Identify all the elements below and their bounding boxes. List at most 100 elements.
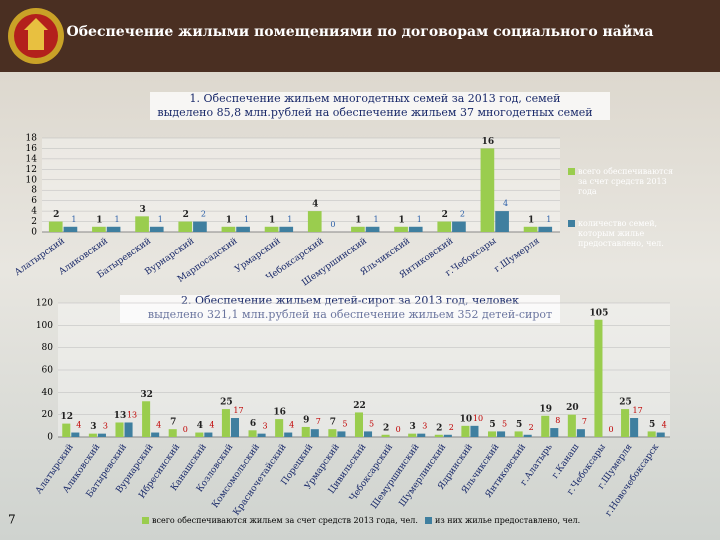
bar xyxy=(417,433,426,437)
legend-swatch xyxy=(568,220,575,227)
data-label: 105 xyxy=(590,308,609,318)
data-label: 1 xyxy=(269,215,275,225)
data-label: 13 xyxy=(114,411,127,421)
data-label: 3 xyxy=(139,205,145,215)
data-label: 3 xyxy=(90,422,96,432)
data-label: 22 xyxy=(353,401,366,411)
data-label: 1 xyxy=(417,215,422,224)
bar xyxy=(48,221,63,232)
bar xyxy=(364,431,373,437)
bar xyxy=(193,221,207,232)
data-label: 0 xyxy=(396,425,401,434)
chart-title: 2. Обеспечение жильем детей-сирот за 201… xyxy=(181,294,519,307)
y-tick-label: 40 xyxy=(42,388,54,398)
data-label: 17 xyxy=(633,406,643,415)
data-label: 1 xyxy=(546,215,551,224)
data-label: 2 xyxy=(442,210,448,220)
data-label: 2 xyxy=(383,423,389,433)
bar xyxy=(168,429,177,437)
bar xyxy=(135,216,149,232)
bar xyxy=(567,414,576,437)
bar xyxy=(541,415,550,437)
data-label: 4 xyxy=(503,199,508,208)
legend-label: всего обеспечиваются за счет средств 2013… xyxy=(578,167,673,196)
data-label: 16 xyxy=(273,408,286,418)
data-label: 16 xyxy=(482,137,495,147)
bar xyxy=(452,221,466,232)
data-label: 25 xyxy=(220,398,233,408)
legend-line: количество семей, xyxy=(578,219,657,228)
data-label: 3 xyxy=(422,422,427,431)
y-tick-label: 120 xyxy=(36,299,53,309)
bar xyxy=(470,425,479,437)
data-label: 1 xyxy=(115,215,120,224)
bar xyxy=(275,419,284,437)
data-label: 2 xyxy=(183,210,189,220)
legend-line: за счет средств 2013 xyxy=(578,177,667,186)
bar xyxy=(408,226,423,232)
title-box xyxy=(150,92,610,120)
bar xyxy=(351,226,365,232)
bar xyxy=(221,226,236,232)
bar xyxy=(307,211,322,232)
bar xyxy=(550,428,559,437)
data-label: 25 xyxy=(619,398,632,408)
bar xyxy=(236,226,250,232)
legend-line: года xyxy=(578,187,597,196)
data-label: 6 xyxy=(250,419,256,429)
y-tick-label: 10 xyxy=(26,175,38,185)
bar xyxy=(204,432,213,437)
bar xyxy=(487,431,497,437)
bar xyxy=(523,226,538,232)
bar xyxy=(310,429,319,437)
data-label: 13 xyxy=(127,410,137,419)
data-label: 19 xyxy=(539,404,552,414)
data-label: 17 xyxy=(233,406,243,415)
y-tick-label: 16 xyxy=(26,144,38,154)
legend-label: количество семей, которым жилье предоставл… xyxy=(578,219,664,248)
bar xyxy=(106,226,121,232)
data-label: 1 xyxy=(528,215,534,225)
data-label: 4 xyxy=(156,421,161,430)
bar xyxy=(178,221,193,232)
data-label: 4 xyxy=(209,421,214,430)
data-label: 4 xyxy=(312,200,318,210)
bar xyxy=(284,432,293,437)
data-label: 3 xyxy=(103,422,108,431)
bar xyxy=(63,226,78,232)
bar xyxy=(328,429,337,437)
bar xyxy=(408,433,417,437)
data-label: 2 xyxy=(449,423,454,432)
bar xyxy=(495,211,509,232)
legend-swatch xyxy=(142,517,149,524)
y-tick-label: 80 xyxy=(42,343,54,353)
bar xyxy=(437,221,452,232)
legend-label: из них жилье предоставлено, чел. xyxy=(435,516,580,525)
data-label: 0 xyxy=(608,425,613,434)
bar xyxy=(656,432,665,437)
chart-title: 1. Обеспечение жильем многодетных семей … xyxy=(190,92,561,105)
chart-subtitle: выделено 321,1 млн.рублей на обеспечение… xyxy=(148,308,552,321)
data-label: 5 xyxy=(649,420,655,430)
y-tick-label: 0 xyxy=(47,433,53,443)
bar xyxy=(92,226,106,232)
data-label: 2 xyxy=(53,210,59,220)
y-tick-label: 2 xyxy=(31,217,37,227)
data-label: 5 xyxy=(516,420,522,430)
data-label: 2 xyxy=(529,423,534,432)
data-label: 1 xyxy=(226,215,232,225)
bar xyxy=(337,431,346,437)
data-label: 4 xyxy=(289,421,294,430)
bar xyxy=(365,226,380,232)
data-label: 8 xyxy=(555,416,560,425)
data-label: 2 xyxy=(201,210,206,219)
bar xyxy=(279,226,294,232)
legend-swatch xyxy=(568,168,575,175)
bar xyxy=(301,426,310,437)
data-label: 3 xyxy=(410,422,416,432)
data-label: 7 xyxy=(170,418,176,428)
bar xyxy=(115,422,124,437)
bar xyxy=(88,433,97,437)
